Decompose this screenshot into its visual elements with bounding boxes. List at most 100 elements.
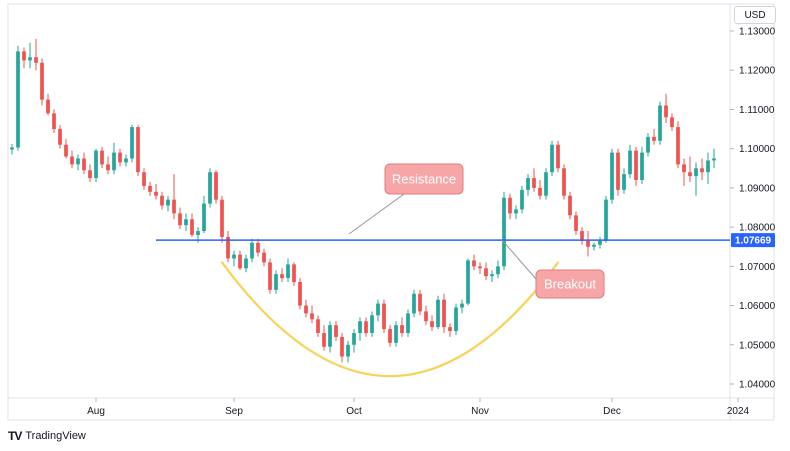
tradingview-brand[interactable]: TV TradingView (8, 428, 86, 444)
candle (478, 262, 482, 275)
candle-body (274, 274, 278, 290)
candle-body (586, 240, 590, 247)
candle-body (220, 199, 224, 237)
candle (262, 248, 266, 267)
candle (28, 42, 32, 69)
candle (562, 164, 566, 200)
candle-body (496, 266, 500, 275)
candle-body (328, 325, 332, 347)
candle-body (484, 268, 488, 277)
candle (70, 150, 74, 169)
candle (364, 317, 368, 337)
y-tick-label: 1.13000 (739, 27, 776, 38)
rounding-bottom-arc (220, 261, 560, 378)
candle (628, 144, 632, 179)
candle-body (154, 191, 158, 196)
candle-body (88, 170, 92, 179)
candle (346, 340, 350, 363)
y-tick-label: 1.04000 (739, 380, 776, 391)
candle-body (568, 195, 572, 216)
candle (178, 207, 182, 230)
candle (76, 154, 80, 171)
candle (316, 315, 320, 337)
candle (574, 211, 578, 235)
candle (388, 325, 392, 347)
candle (622, 168, 626, 194)
candle (688, 156, 692, 183)
candle (208, 168, 212, 208)
candle (256, 238, 260, 257)
candle-body (10, 147, 14, 150)
candle (442, 293, 446, 334)
candle (148, 182, 152, 196)
axes-layer: 1.04000 1.05000 1.06000 1.07000 1.08000 1.090… (87, 27, 775, 418)
candle-body (592, 244, 596, 247)
candle-body (160, 195, 164, 206)
candle (526, 174, 530, 196)
callout: Resistance (348, 163, 464, 235)
resistance-price-label: 1.07669 (735, 236, 772, 247)
y-tick-label: 1.06000 (739, 301, 776, 312)
candle (466, 258, 470, 306)
candle (454, 303, 458, 335)
candle (568, 191, 572, 220)
candle (352, 329, 356, 353)
candle (40, 58, 44, 106)
candle-body (64, 144, 68, 157)
candle-body (556, 144, 560, 169)
candle (496, 260, 500, 279)
brand-name: TradingView (25, 430, 86, 442)
candle-body (712, 158, 716, 161)
candle-body (622, 174, 626, 190)
candle-body (196, 231, 200, 235)
candle-body (352, 333, 356, 345)
candle-body (214, 172, 218, 200)
currency-label: USD (744, 9, 766, 21)
candle (556, 140, 560, 173)
candle-body (238, 254, 242, 269)
candle-body (412, 293, 416, 314)
candle-body (190, 219, 194, 235)
candle-body (406, 313, 410, 334)
candle-body (364, 321, 368, 334)
x-tick-label: Sep (225, 406, 243, 417)
x-tick-label: Aug (87, 406, 105, 417)
candle (52, 109, 56, 133)
currency-selector[interactable]: USD (734, 6, 776, 24)
candle-body (52, 113, 56, 130)
candle-body (682, 164, 686, 173)
candle-body (184, 219, 188, 226)
candle-body (262, 252, 266, 263)
candle (58, 125, 62, 149)
candle (520, 185, 524, 214)
candle-body (16, 51, 20, 148)
candle-body (70, 156, 74, 165)
candle (16, 45, 20, 151)
candle-body (466, 260, 470, 304)
rounding-bottom-arc-layer (220, 261, 560, 378)
candle (10, 143, 14, 155)
candle-body (268, 262, 272, 290)
candle (232, 250, 236, 267)
candle-body (370, 315, 374, 334)
candle-body (550, 144, 554, 173)
candle-body (334, 325, 338, 337)
candle-body (520, 189, 524, 210)
candle-body (142, 172, 146, 186)
candle-body (430, 321, 434, 328)
candle (376, 299, 380, 322)
y-tick-label: 1.05000 (739, 340, 776, 351)
tradingview-logo-icon: TV (8, 429, 22, 443)
candle-body (226, 236, 230, 259)
candle-body (394, 325, 398, 343)
candle-body (436, 299, 440, 328)
candle (34, 38, 38, 71)
candle-body (688, 172, 692, 177)
candle (130, 125, 134, 163)
candles-layer (10, 38, 716, 363)
candle (214, 170, 218, 204)
candle (634, 146, 638, 186)
candle (22, 47, 26, 69)
